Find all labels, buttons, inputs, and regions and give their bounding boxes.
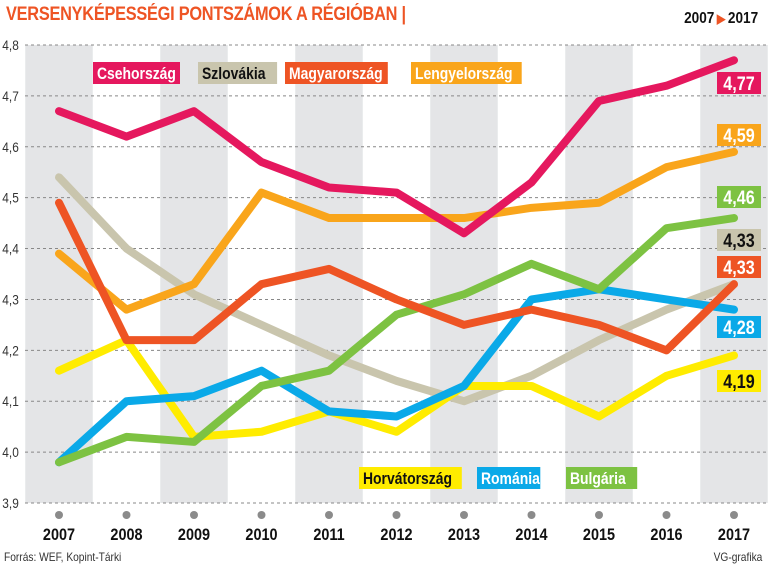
x-tick-dot [730, 511, 738, 519]
legend-swatch [359, 467, 462, 489]
end-label-Bulgária: 4,46 [717, 186, 761, 208]
series-line-Csehország [55, 56, 738, 238]
x-tick-label: 2010 [245, 526, 277, 544]
y-tick-label: 4,6 [2, 139, 19, 155]
series-line-Lengyelország [55, 147, 738, 314]
y-tick-label: 4,8 [2, 37, 19, 53]
x-tick-dot [662, 511, 671, 519]
x-tick-label: 2017 [718, 526, 750, 544]
legend-swatch [566, 467, 638, 489]
legend-label: Csehország [97, 65, 176, 84]
x-tick-dot [325, 511, 333, 519]
series-line-Románia [55, 285, 738, 467]
x-tick-label: 2014 [515, 526, 547, 544]
period-start: 2007 [683, 10, 715, 27]
end-label-box [717, 229, 761, 251]
end-label-value: 4,33 [723, 230, 755, 252]
end-label-box [717, 370, 761, 392]
x-tick-label: 2009 [178, 526, 210, 544]
y-tick-label: 4,5 [2, 190, 19, 206]
y-tick-label: 4,3 [2, 292, 19, 308]
series-line-Bulgária [55, 214, 738, 467]
legend-item-Lengyelország: Lengyelország [411, 62, 522, 84]
legend-swatch [285, 62, 388, 84]
legend-item-Románia: Románia [477, 467, 541, 489]
end-label-Horvátország: 4,19 [717, 370, 761, 392]
x-tick-dot [122, 511, 131, 519]
end-label-Magyarország: 4,33 [717, 256, 761, 278]
year-band-2013 [430, 45, 498, 503]
y-tick-label: 4,1 [2, 393, 19, 409]
end-label-box [717, 256, 761, 278]
x-tick-dot [527, 511, 536, 519]
end-label-box [717, 72, 761, 94]
end-label-box [717, 316, 761, 338]
end-label-value: 4,46 [723, 187, 755, 209]
x-tick-label: 2007 [43, 526, 75, 544]
end-value-labels: 4,77 4,33 4,33 4,59 4,19 4,28 4,46 [717, 72, 761, 392]
chart-title: VERSENYKÉPESSÉGI PONTSZÁMOK A RÉGIÓBAN | [6, 4, 406, 25]
legend-label: Szlovákia [202, 65, 266, 84]
x-tick-label: 2015 [583, 526, 615, 544]
legend-swatch [93, 62, 180, 84]
end-label-Szlovákia: 4,33 [717, 229, 761, 251]
period-end: 2017 [727, 10, 758, 27]
end-label-box [717, 124, 761, 146]
x-tick-dot [257, 511, 266, 519]
x-tick-dot [460, 511, 468, 519]
x-tick-label: 2012 [380, 526, 412, 544]
arrow-right-icon: ▶ [716, 11, 726, 26]
end-label-value: 4,19 [723, 371, 755, 393]
x-tick-label: 2016 [650, 526, 682, 544]
legend-item-Csehország: Csehország [93, 62, 180, 84]
x-axis-ticks: 2007 2008 2009 2010 2011 2012 2013 2014 2015 2016… [43, 511, 750, 544]
legend-label: Horvátország [363, 470, 452, 489]
y-tick-label: 4,2 [2, 342, 19, 358]
source-note: Forrás: WEF, Kopint-Tárki [4, 550, 122, 564]
series-line-Horvátország [55, 336, 738, 441]
legend-swatch [198, 62, 278, 84]
end-label-value: 4,77 [723, 73, 755, 95]
legend-item-Magyarország: Magyarország [285, 62, 388, 84]
end-label-Lengyelország: 4,59 [717, 124, 761, 146]
x-tick-dot [55, 511, 63, 519]
legend-swatch [477, 467, 541, 489]
y-tick-label: 4,0 [2, 444, 19, 460]
end-label-Románia: 4,28 [717, 316, 761, 338]
end-label-value: 4,33 [723, 257, 755, 279]
legend-label: Románia [481, 470, 540, 489]
legend-item-Szlovákia: Szlovákia [198, 62, 278, 84]
end-label-box [717, 186, 761, 208]
legend-swatch [411, 62, 522, 84]
year-band-2015 [565, 45, 633, 503]
x-tick-label: 2013 [448, 526, 480, 544]
end-label-value: 4,59 [723, 125, 755, 147]
y-tick-label: 4,4 [2, 241, 19, 257]
x-tick-label: 2008 [110, 526, 142, 544]
y-tick-label: 3,9 [2, 495, 19, 511]
y-axis-ticks: 3,9 4,0 4,1 4,2 4,3 4,4 4,5 4,6 4,7 4,8 [2, 37, 19, 511]
legend-label: Bulgária [570, 470, 626, 489]
legend: Csehország Szlovákia Magyarország Lengyelor… [93, 62, 638, 489]
x-tick-dot [190, 511, 198, 519]
legend-label: Magyarország [289, 65, 383, 84]
legend-item-Horvátország: Horvátország [359, 467, 462, 489]
series-line-Magyarország [55, 198, 738, 355]
y-tick-label: 4,7 [2, 88, 19, 104]
legend-label: Lengyelország [415, 65, 513, 84]
x-tick-label: 2011 [313, 526, 345, 544]
graphics-credit: VG-grafika [713, 550, 762, 564]
period-label: 2007 ▶ 2017 [684, 10, 758, 28]
end-label-Csehország: 4,77 [717, 72, 761, 94]
legend-item-Bulgária: Bulgária [566, 467, 638, 489]
x-tick-dot [595, 511, 603, 519]
end-label-value: 4,28 [723, 317, 755, 339]
x-tick-dot [392, 511, 401, 519]
series-lines [55, 56, 738, 467]
